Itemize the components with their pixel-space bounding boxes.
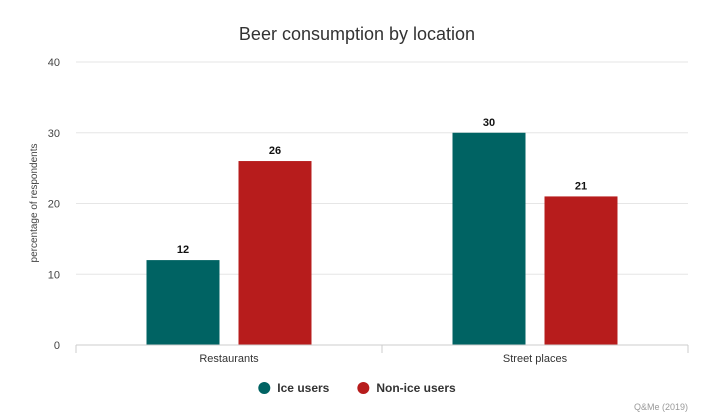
- y-tick-label: 30: [48, 128, 60, 140]
- data-label: 12: [177, 244, 189, 256]
- y-axis-label: percentage of respondents: [29, 144, 40, 263]
- legend-marker: [258, 382, 271, 394]
- data-label: 21: [575, 180, 587, 192]
- y-axis-ticks: 0 10 20 30 40: [48, 57, 60, 352]
- legend-item[interactable]: Non-ice users: [357, 381, 456, 395]
- x-tick-label: Street places: [503, 353, 568, 365]
- y-tick-label: 20: [48, 199, 60, 211]
- source-credit: Q&Me (2019): [634, 402, 688, 412]
- legend[interactable]: Ice users Non-ice users: [258, 381, 456, 395]
- data-label: 26: [269, 145, 281, 157]
- x-tick-label: Restaurants: [199, 353, 259, 365]
- bar: [146, 260, 220, 345]
- bar: [452, 132, 526, 345]
- legend-label: Ice users: [277, 381, 329, 395]
- y-tick-label: 10: [48, 269, 60, 281]
- legend-label: Non-ice users: [376, 381, 456, 395]
- x-axis: Restaurants Street places: [75, 344, 689, 365]
- data-label: 30: [483, 117, 495, 129]
- bar: [544, 196, 618, 345]
- legend-item[interactable]: Ice users: [258, 381, 330, 395]
- legend-marker: [357, 382, 370, 394]
- chart-title: Beer consumption by location: [239, 24, 475, 44]
- bars: [146, 132, 618, 345]
- data-labels: 12 26 30 21: [177, 117, 587, 256]
- bar: [238, 161, 312, 345]
- y-tick-label: 0: [54, 340, 60, 352]
- y-tick-label: 40: [48, 57, 60, 69]
